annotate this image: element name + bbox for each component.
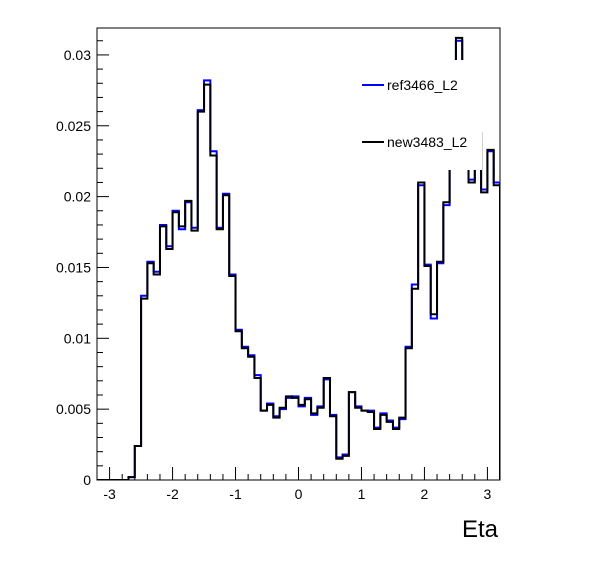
y-tick-label: 0.025 — [56, 118, 91, 134]
legend: ref3466_L2 new3483_L2 — [356, 60, 482, 170]
series-line-2 — [97, 36, 500, 480]
x-axis-title: Eta — [462, 516, 499, 543]
y-tick-label: 0.01 — [64, 330, 91, 346]
legend-label-1: ref3466_L2 — [387, 77, 458, 93]
y-tick-label: 0.02 — [64, 189, 91, 205]
y-tick-label: 0.015 — [56, 259, 91, 275]
x-tick-label: 2 — [421, 486, 429, 502]
legend-box — [356, 60, 482, 170]
x-tick-label: -3 — [103, 486, 116, 502]
series-layer — [97, 36, 500, 480]
x-tick-label: -2 — [166, 486, 179, 502]
legend-label-2: new3483_L2 — [387, 134, 467, 150]
y-tick-label: 0 — [83, 472, 91, 488]
y-tick-label: 0.03 — [64, 47, 91, 63]
x-tick-label: -1 — [229, 486, 242, 502]
x-tick-label: 0 — [295, 486, 303, 502]
axes-layer: -3 -2 -1 0 1 2 3 0 0.005 0.01 0.015 0.02 0.025 0.03 — [56, 40, 501, 502]
x-tick-label: 1 — [358, 486, 366, 502]
y-tick-label: 0.005 — [56, 401, 91, 417]
x-tick-label: 3 — [484, 486, 492, 502]
